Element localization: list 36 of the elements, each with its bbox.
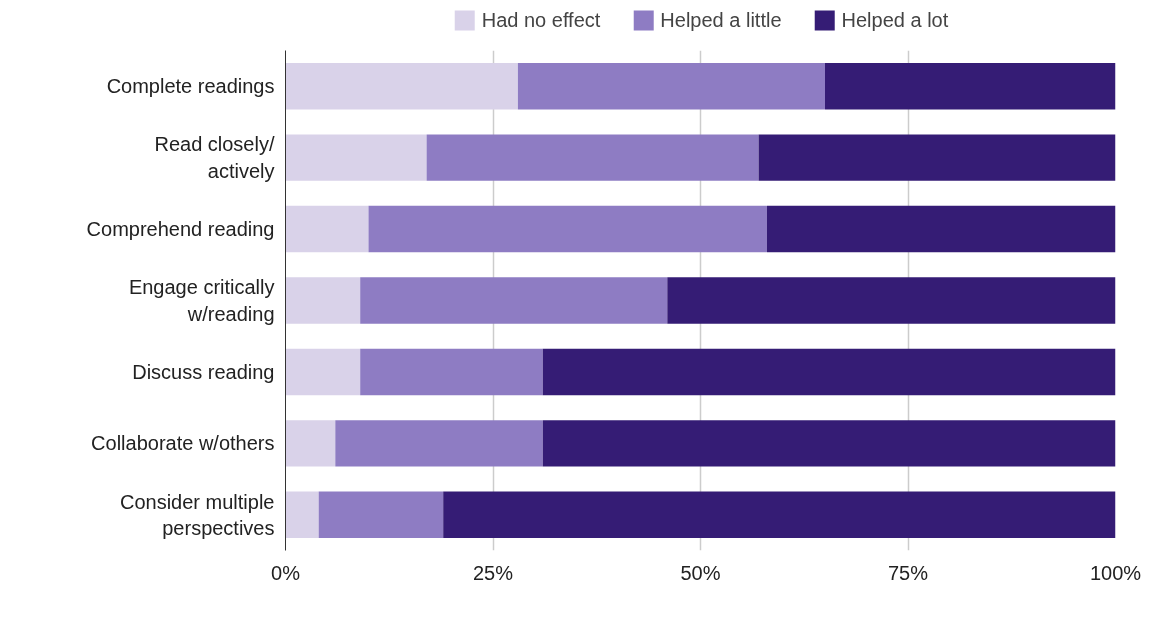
legend-label: Had no effect	[481, 8, 601, 32]
x-tick-label: 25%	[472, 561, 514, 584]
bar	[285, 205, 369, 253]
bar	[285, 63, 518, 110]
bar	[285, 134, 427, 181]
bar	[542, 420, 1116, 467]
y-tick-label: Complete readings	[106, 75, 275, 98]
y-tick-label: Read closely/ actively	[154, 133, 275, 182]
x-tick-label: 50%	[680, 561, 721, 584]
bar	[285, 277, 361, 324]
x-tick-label: 75%	[887, 561, 929, 584]
y-tick-label: Collaborate w/others	[91, 432, 275, 455]
bar	[285, 491, 319, 538]
x-tick-label: 0%	[271, 561, 301, 584]
bar	[542, 348, 1116, 396]
x-tick-label: 100%	[1089, 561, 1142, 584]
bar	[335, 420, 543, 467]
bar	[443, 491, 1116, 538]
bar	[766, 205, 1116, 253]
bar	[360, 277, 668, 324]
y-tick-label: Consider multiple perspectives	[119, 490, 275, 539]
y-tick-label: Comprehend reading	[86, 218, 275, 241]
y-tick-label: Discuss reading	[132, 360, 275, 383]
bar	[517, 63, 825, 110]
bar	[285, 348, 361, 396]
bar	[667, 277, 1116, 324]
legend-label: Helped a little	[660, 8, 782, 32]
bar	[318, 491, 444, 538]
bar	[426, 134, 759, 181]
bar	[825, 63, 1116, 110]
bar	[758, 134, 1116, 181]
bar	[368, 205, 767, 253]
bar	[360, 348, 543, 396]
bar	[285, 420, 336, 467]
y-tick-label: Engage critically w/reading	[128, 276, 275, 325]
legend-label: Helped a lot	[841, 8, 949, 32]
